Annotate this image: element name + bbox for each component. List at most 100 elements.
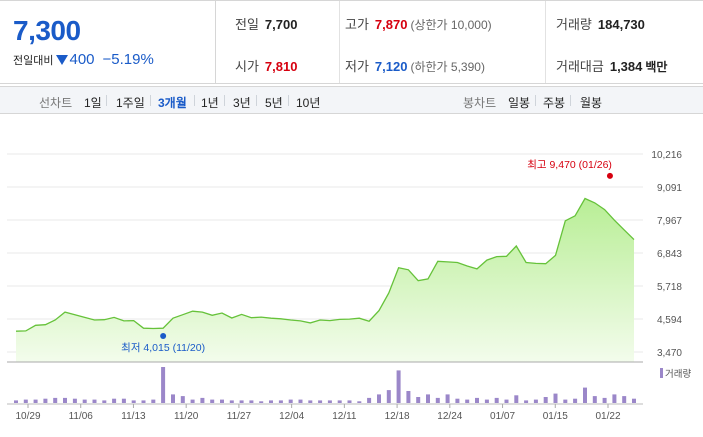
trade-volume: 거래량 184,730 bbox=[556, 17, 645, 32]
volume-bar bbox=[63, 397, 67, 403]
change-percent: −5.19% bbox=[102, 51, 154, 68]
quote-summary: 7,300 전일대비 400 −5.19% 전일 7,700 시가 7,810 고가 7,… bbox=[0, 0, 703, 84]
volume-bar bbox=[318, 400, 323, 403]
volume-bar bbox=[288, 399, 293, 403]
change-value: 400 bbox=[69, 51, 95, 68]
volume-bar bbox=[220, 399, 224, 403]
low-value: 7,120 bbox=[374, 59, 408, 74]
volume-bar bbox=[445, 394, 450, 403]
divider bbox=[535, 95, 536, 106]
trade-amount: 거래대금 1,384 백만 bbox=[556, 59, 668, 74]
change-label: 전일대비 bbox=[13, 55, 54, 67]
candle-monthly-button[interactable]: 월봉 bbox=[580, 96, 603, 110]
high-value: 7,870 bbox=[374, 17, 408, 32]
price-area bbox=[16, 198, 634, 362]
volume-bar bbox=[82, 399, 87, 403]
range-5y-button[interactable]: 5년 bbox=[265, 96, 283, 110]
x-tick-label: 11/27 bbox=[227, 411, 252, 422]
candle-chart-label: 봉차트 bbox=[463, 96, 497, 110]
amount-value: 1,384 bbox=[609, 59, 643, 74]
volume-bar bbox=[229, 400, 234, 403]
volume-bar bbox=[210, 399, 215, 403]
candle-weekly-button[interactable]: 주봉 bbox=[543, 96, 566, 110]
volume-bars bbox=[14, 367, 636, 403]
chart-toolbar: 선차트 1일 1주일 3개월 1년 3년 5년 10년 봉차트 일봉 주봉 월봉 bbox=[0, 86, 703, 114]
volume-bar bbox=[455, 398, 460, 403]
divider bbox=[288, 95, 289, 106]
x-tick-label: 01/15 bbox=[543, 411, 568, 422]
volume-bar bbox=[484, 399, 489, 403]
volume-bar bbox=[416, 397, 421, 403]
volume-bar bbox=[563, 399, 568, 403]
volume-bar bbox=[543, 397, 548, 403]
range-1y-button[interactable]: 1년 bbox=[201, 96, 219, 110]
volume-bar bbox=[367, 397, 372, 403]
volume-bar bbox=[72, 398, 77, 403]
volume-bar bbox=[632, 398, 636, 403]
current-price-box: 7,300 전일대비 400 −5.19% bbox=[0, 1, 216, 83]
volume-bar bbox=[347, 400, 352, 403]
amount-unit: 백만 bbox=[645, 60, 668, 74]
x-tick-label: 10/29 bbox=[15, 411, 40, 422]
current-price: 7,300 bbox=[13, 15, 81, 46]
range-3m-button[interactable]: 3개월 bbox=[158, 96, 187, 110]
volume-bar bbox=[112, 398, 117, 403]
volume-bar bbox=[514, 395, 519, 403]
upper-limit: (상한가 10,000) bbox=[410, 18, 492, 32]
volume-bar bbox=[249, 400, 254, 403]
volume-bar bbox=[357, 401, 362, 403]
volume-bar bbox=[524, 400, 529, 403]
volume-bar bbox=[23, 399, 28, 403]
volume-bar bbox=[396, 370, 401, 403]
x-tick-label: 12/04 bbox=[279, 411, 304, 422]
volume-bar bbox=[200, 397, 205, 403]
open-price: 시가 7,810 bbox=[235, 59, 298, 74]
volume-bar bbox=[504, 399, 509, 403]
high-annotation: 최고 9,470 (01/26) bbox=[527, 159, 612, 171]
volume-bar bbox=[308, 400, 313, 403]
prev-close-value: 7,700 bbox=[264, 17, 298, 32]
low-marker bbox=[160, 333, 167, 340]
open-value: 7,810 bbox=[264, 59, 298, 74]
volume-bar bbox=[426, 394, 430, 403]
candle-daily-button[interactable]: 일봉 bbox=[508, 96, 531, 110]
x-tick-label: 11/13 bbox=[121, 411, 146, 422]
lower-limit: (하한가 5,390) bbox=[410, 60, 485, 74]
price-line bbox=[15, 197, 635, 332]
volume-bar bbox=[592, 396, 597, 403]
divider bbox=[256, 95, 257, 106]
volume-bar bbox=[259, 401, 264, 403]
volume-bar bbox=[386, 390, 391, 403]
volume-bar bbox=[239, 400, 244, 403]
volume-bar bbox=[533, 399, 538, 403]
volume-bar bbox=[92, 399, 97, 403]
volume-bar bbox=[161, 367, 166, 403]
x-tick-label: 11/20 bbox=[174, 411, 199, 422]
high-marker bbox=[606, 172, 613, 179]
volume-bar bbox=[180, 396, 185, 403]
volume-bar bbox=[171, 394, 175, 403]
volume-bar bbox=[131, 400, 136, 403]
volume-bar bbox=[190, 399, 195, 403]
volume-bar bbox=[406, 391, 411, 403]
prev-close: 전일 7,700 bbox=[235, 17, 298, 32]
y-tick-label: 9,091 bbox=[657, 183, 682, 194]
column-divider bbox=[339, 1, 340, 83]
range-10y-button[interactable]: 10년 bbox=[296, 96, 321, 110]
y-tick-label: 6,843 bbox=[657, 249, 682, 260]
price-change: 전일대비 400 −5.19% bbox=[13, 51, 154, 68]
volume-bar bbox=[573, 398, 578, 403]
x-tick-label: 01/22 bbox=[595, 411, 620, 422]
y-tick-label: 10,216 bbox=[651, 150, 682, 161]
volume-bar bbox=[494, 397, 499, 403]
volume-bar bbox=[583, 387, 587, 403]
range-3y-button[interactable]: 3년 bbox=[233, 96, 251, 110]
line-chart-label: 선차트 bbox=[39, 96, 73, 110]
range-1w-button[interactable]: 1주일 bbox=[116, 96, 145, 110]
volume-bar bbox=[475, 397, 479, 403]
volume-bar bbox=[43, 398, 48, 403]
volume-bar bbox=[377, 394, 381, 403]
divider bbox=[224, 95, 225, 106]
divider bbox=[150, 95, 151, 106]
range-1d-button[interactable]: 1일 bbox=[84, 96, 102, 110]
